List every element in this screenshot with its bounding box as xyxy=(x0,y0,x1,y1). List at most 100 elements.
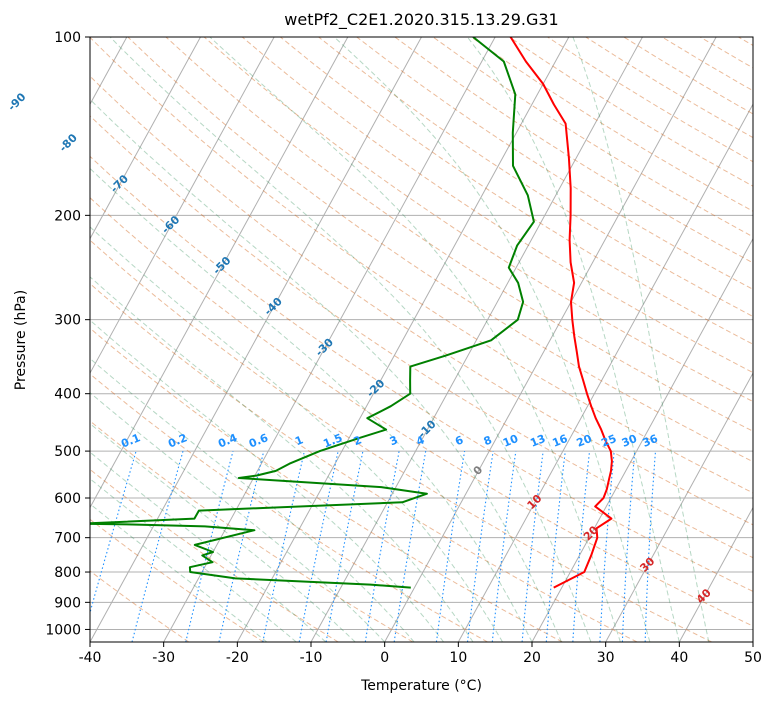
mixing-ratio-line xyxy=(90,450,137,615)
isotherm-label: -70 xyxy=(108,172,131,195)
mixing-ratio-label: 0.4 xyxy=(216,431,239,450)
y-tick-label: 100 xyxy=(54,30,81,46)
moist-adiabat xyxy=(467,37,680,642)
dewpoint-profile-line xyxy=(90,37,535,589)
moist-adiabat xyxy=(90,392,386,642)
temperature-profile-line xyxy=(509,37,613,589)
chart-title: wetPf2_C2E1.2020.315.13.29.G31 xyxy=(284,10,559,29)
moist-adiabat xyxy=(333,37,651,642)
mixing-ratio-label: 1 xyxy=(293,433,305,448)
isotherm-gridline xyxy=(310,37,643,642)
x-tick-label: 20 xyxy=(523,650,541,666)
mixing-ratio-label: 1.5 xyxy=(321,431,344,450)
background-lines xyxy=(90,37,753,642)
moist-adiabat xyxy=(572,37,710,642)
mixing-ratio-label: 0.2 xyxy=(166,431,189,450)
moist-adiabat xyxy=(90,451,327,642)
dry-adiabat xyxy=(241,37,753,374)
dry-adiabat xyxy=(90,468,339,642)
moist-adiabat xyxy=(90,357,415,642)
isotherm-label: -90 xyxy=(5,90,28,113)
moist-adiabat xyxy=(90,503,268,642)
mixing-ratio-label: 10 xyxy=(501,432,520,450)
axes: -40 -30 -20 -10 0 10 20 30 40 5010020030040050060… xyxy=(45,30,762,666)
isotherm-gridline xyxy=(457,103,753,642)
moist-adiabat xyxy=(90,226,503,642)
mixing-ratio-label: 16 xyxy=(550,432,569,450)
mixing-ratio-line xyxy=(262,450,305,642)
moist-adiabat xyxy=(90,423,356,642)
moist-adiabat xyxy=(90,276,474,642)
dry-adiabat xyxy=(90,239,712,642)
mixing-ratio-label: 25 xyxy=(599,432,618,450)
mixing-ratio-line xyxy=(521,451,544,642)
x-tick-label: -10 xyxy=(300,650,323,666)
isotherm-gridline xyxy=(90,37,422,642)
mixing-ratio-line xyxy=(466,451,494,642)
isotherm-label: -50 xyxy=(210,254,233,277)
dry-adiabat xyxy=(318,37,753,318)
y-tick-label: 600 xyxy=(54,491,81,507)
x-tick-label: -20 xyxy=(226,650,249,666)
mixing-ratio-label: 2 xyxy=(352,433,364,448)
dry-adiabat xyxy=(394,37,753,264)
x-tick-label: -30 xyxy=(152,650,175,666)
x-tick-label: 0 xyxy=(380,650,389,666)
dry-adiabat xyxy=(90,155,753,592)
x-tick-label: 40 xyxy=(670,650,688,666)
series-layer xyxy=(90,37,613,589)
y-tick-label: 500 xyxy=(54,444,81,460)
dry-adiabat xyxy=(661,37,753,92)
x-tick-label: 30 xyxy=(597,650,615,666)
dry-adiabat xyxy=(90,518,264,642)
dry-adiabat xyxy=(585,37,753,139)
mixing-ratio-line xyxy=(218,450,265,642)
mixing-ratio-line xyxy=(491,451,517,642)
y-tick-label: 200 xyxy=(54,208,81,224)
y-tick-label: 800 xyxy=(54,565,81,581)
dry-adiabat xyxy=(90,327,563,642)
x-tick-label: 50 xyxy=(744,650,762,666)
moist-adiabat xyxy=(90,167,533,642)
mixing-ratio-label: 36 xyxy=(641,432,660,450)
isotherm-gridline xyxy=(678,506,753,642)
x-tick-label: 10 xyxy=(449,650,467,666)
isotherm-label: -20 xyxy=(364,376,387,399)
dry-adiabat xyxy=(203,37,753,403)
isotherm-label: -80 xyxy=(57,131,80,154)
mixing-ratio-label: 30 xyxy=(620,432,639,450)
moist-adiabat xyxy=(90,319,444,642)
mixing-ratio-label: 8 xyxy=(482,433,494,448)
isotherm-gridline xyxy=(384,37,717,642)
y-tick-label: 1000 xyxy=(45,622,81,638)
dry-adiabat xyxy=(90,570,190,642)
dry-adiabat xyxy=(165,37,753,432)
dry-adiabat xyxy=(280,37,753,345)
isotherm-gridline xyxy=(752,640,753,642)
isotherm-gridline xyxy=(531,237,753,642)
y-tick-label: 700 xyxy=(54,531,81,547)
dry-adiabat xyxy=(90,282,638,642)
plot-frame xyxy=(89,36,754,643)
mixing-ratio-line xyxy=(621,451,636,642)
y-tick-label: 300 xyxy=(54,313,81,329)
dry-adiabat xyxy=(90,197,753,627)
dry-adiabat xyxy=(623,37,753,115)
x-tick-label: -40 xyxy=(79,650,102,666)
mixing-ratio-line xyxy=(298,450,339,642)
moist-adiabat xyxy=(90,478,297,642)
mixing-ratio-label: 0.1 xyxy=(119,431,142,450)
moist-adiabat xyxy=(209,37,621,642)
isotherm-gridline xyxy=(163,37,496,642)
mixing-ratio-line xyxy=(545,451,566,642)
isotherm-gridline xyxy=(90,37,275,375)
dry-adiabat xyxy=(90,420,414,642)
mixing-ratio-label: 20 xyxy=(575,432,594,450)
mixing-ratio-label: 13 xyxy=(528,432,547,450)
isotherm-label: -60 xyxy=(159,213,182,236)
moist-adiabat xyxy=(109,37,592,642)
dry-adiabat xyxy=(699,37,753,69)
isotherm-label: 0 xyxy=(471,463,486,478)
isotherm-gridline xyxy=(605,372,753,642)
